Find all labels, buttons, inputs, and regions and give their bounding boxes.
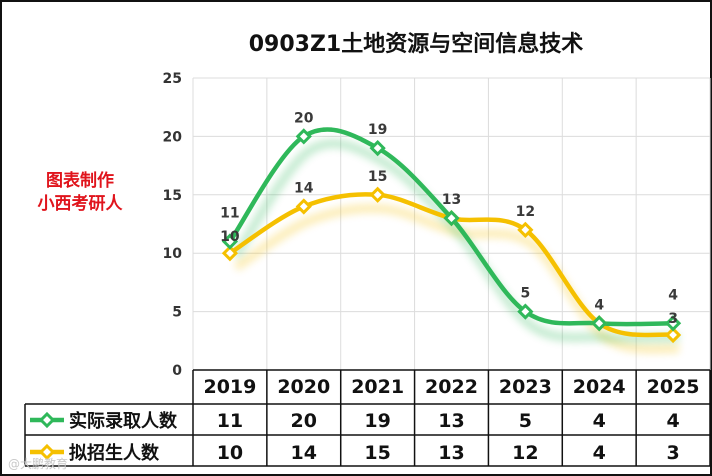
y-tick-label: 5 (172, 305, 182, 321)
legend-label: 拟招生人数 (69, 442, 160, 464)
y-tick-label: 0 (172, 363, 182, 379)
data-point-marker (517, 221, 534, 238)
table-cell: 3 (666, 442, 679, 464)
x-tick-label: 2019 (203, 376, 256, 398)
table-cell: 10 (217, 442, 243, 464)
data-labels: 11201913544101415123134 (220, 110, 678, 327)
table-cell: 5 (519, 410, 532, 432)
table-cell: 4 (593, 410, 606, 432)
y-tick-label: 25 (163, 71, 182, 87)
data-label: 4 (594, 297, 604, 313)
data-label: 12 (516, 204, 535, 220)
data-point-marker (221, 245, 239, 262)
table-cell: 14 (291, 442, 317, 464)
data-point-marker (369, 139, 386, 157)
data-label: 15 (368, 169, 387, 185)
table-cell: 15 (364, 442, 390, 464)
watermark: @大鹏教育 (8, 456, 68, 471)
data-point-marker (591, 315, 608, 332)
data-label: 4 (668, 287, 678, 303)
annotation-line-2: 小西考研人 (38, 193, 124, 214)
series-shadows (232, 138, 680, 354)
data-point-marker (295, 198, 312, 215)
y-tick-label: 20 (163, 129, 183, 145)
chart-title: 0903Z1土地资源与空间信息技术 (249, 31, 584, 57)
data-label: 19 (368, 122, 387, 138)
series-shadow (232, 138, 680, 343)
legend-key-marker (38, 443, 56, 461)
data-label: 5 (520, 286, 530, 302)
data-point-marker (221, 233, 239, 250)
data-label: 20 (294, 110, 314, 126)
x-tick-label: 2025 (647, 376, 700, 398)
x-tick-label: 2021 (351, 376, 404, 398)
table-cell: 11 (217, 410, 243, 432)
data-label: 13 (442, 192, 461, 208)
legend-key-marker (38, 411, 56, 429)
table-cell: 4 (666, 410, 679, 432)
legend-label: 实际录取人数 (69, 410, 178, 432)
data-point-marker (369, 186, 386, 203)
x-tick-label: 2022 (425, 376, 478, 398)
data-point-marker (295, 128, 312, 145)
y-tick-label: 15 (163, 188, 182, 204)
table-cell: 4 (593, 442, 606, 464)
data-label: 3 (668, 311, 678, 327)
table-cell: 13 (438, 410, 464, 432)
table-cell: 20 (291, 410, 317, 432)
data-label: 10 (220, 229, 240, 245)
x-tick-label: 2020 (277, 376, 330, 398)
x-tick-label: 2024 (573, 376, 626, 398)
y-axis: 0 5 10 15 20 25 (163, 71, 183, 379)
data-label: 14 (294, 180, 314, 196)
table-cell: 19 (364, 410, 390, 432)
x-tick-label: 2023 (499, 376, 552, 398)
data-label: 11 (220, 206, 239, 222)
table-cell: 12 (512, 442, 538, 464)
y-tick-label: 10 (163, 246, 183, 262)
data-point-marker (664, 315, 682, 332)
data-point-marker (443, 210, 460, 227)
annotation-line-1: 图表制作 (46, 170, 114, 191)
series-markers (221, 128, 682, 344)
table-cell: 13 (438, 442, 464, 464)
data-point-marker (664, 326, 682, 344)
data-point-marker (517, 303, 534, 320)
